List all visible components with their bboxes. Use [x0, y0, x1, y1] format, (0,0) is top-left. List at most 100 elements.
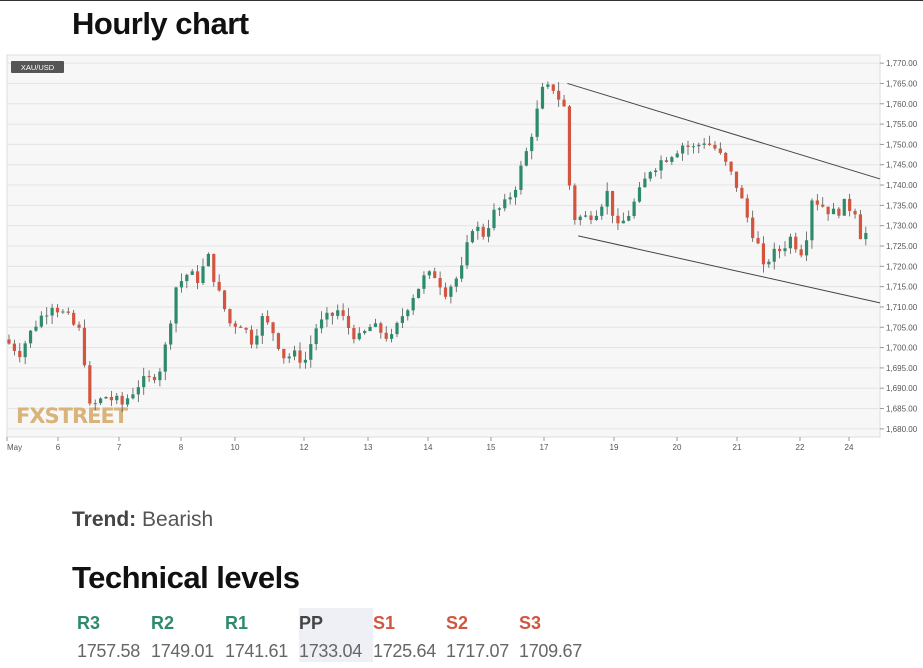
candle-bearish [443, 287, 448, 297]
candle-bullish [39, 315, 43, 327]
candle-bullish [206, 253, 210, 267]
candle-bearish [341, 310, 345, 316]
x-tick-label: 19 [610, 443, 619, 452]
symbol-tag [11, 61, 64, 73]
candle-bullish [508, 197, 512, 200]
candle-bullish [465, 242, 469, 266]
level-name-s3: S3 [519, 612, 542, 633]
candle-bullish [23, 343, 27, 358]
x-tick-label: 17 [540, 443, 549, 452]
technical-levels-table: R3 R2 R1 PP S1 S2 S3 1757.58 1749.01 174… [77, 608, 592, 662]
candle-bearish [88, 365, 92, 404]
candle-bullish [697, 144, 701, 147]
candle-bullish [460, 265, 464, 279]
candle-bearish [330, 312, 334, 316]
candle-bullish [104, 397, 108, 399]
candle-bullish [627, 215, 631, 221]
level-name-r1: R1 [225, 612, 249, 633]
page-title: Hourly chart [72, 6, 249, 41]
candle-bearish [740, 187, 744, 199]
y-tick-label: 1,685.00 [886, 405, 918, 414]
candle-bullish [179, 281, 184, 288]
x-tick-label: 10 [231, 443, 240, 452]
candle-bullish [363, 331, 367, 334]
candle-bearish [481, 226, 485, 237]
candle-bullish [681, 145, 685, 154]
candle-bullish [99, 398, 103, 404]
trend-line: Trend: Bearish [72, 508, 213, 532]
candle-bearish [718, 148, 722, 153]
candle-bullish [115, 395, 119, 401]
level-name-s2: S2 [446, 612, 469, 633]
y-tick-label: 1,765.00 [886, 79, 918, 88]
candle-bearish [858, 214, 863, 240]
candle-bearish [222, 290, 227, 310]
candle-bearish [799, 249, 803, 256]
candle-bearish [244, 327, 248, 330]
candle-bullish [61, 311, 65, 313]
candle-bearish [7, 339, 11, 344]
candle-bullish [309, 344, 313, 360]
candle-bearish [298, 350, 302, 363]
level-name-r2: R2 [151, 612, 175, 633]
candle-bullish [600, 206, 604, 216]
level-name-s1: S1 [373, 612, 396, 633]
candle-bearish [848, 198, 852, 211]
candle-bearish [589, 215, 593, 220]
candle-bullish [810, 200, 814, 241]
y-tick-label: 1,700.00 [886, 344, 918, 353]
candle-bullish [594, 215, 598, 220]
candle-bullish [804, 240, 809, 256]
x-tick-label: 20 [673, 443, 682, 452]
y-tick-label: 1,760.00 [886, 100, 918, 109]
candle-bullish [28, 330, 33, 344]
candle-bearish [826, 206, 830, 215]
y-tick-label: 1,745.00 [886, 161, 918, 170]
candle-bullish [34, 326, 38, 331]
candle-bearish [551, 84, 555, 91]
candle-bearish [664, 160, 669, 162]
candle-bullish [174, 287, 178, 324]
x-tick-label: 24 [845, 443, 854, 452]
y-tick-label: 1,720.00 [886, 262, 918, 271]
candle-bearish [147, 376, 151, 378]
x-tick-label: 7 [117, 443, 122, 452]
candle-bullish [390, 334, 394, 339]
x-tick-label: 13 [364, 443, 373, 452]
candle-bullish [492, 209, 496, 229]
y-tick-label: 1,680.00 [886, 425, 918, 434]
candle-bullish [648, 172, 652, 179]
candle-bullish [702, 143, 706, 145]
candle-bullish [842, 198, 846, 216]
candle-bearish [815, 200, 819, 205]
levels-header-row: R3 R2 R1 PP S1 S2 S3 [77, 608, 592, 638]
y-tick-label: 1,750.00 [886, 140, 918, 149]
candle-bearish [724, 152, 728, 162]
candle-bullish [142, 376, 146, 388]
x-tick-label: 8 [179, 443, 184, 452]
x-tick-label: 15 [487, 443, 496, 452]
candle-bearish [778, 248, 782, 252]
technical-levels-title: Technical levels [72, 560, 300, 595]
candle-bullish [476, 226, 480, 232]
level-value-s2: 1717.07 [446, 641, 509, 661]
x-tick-label: 21 [733, 443, 742, 452]
candle-bullish [336, 310, 340, 316]
candle-bullish [45, 315, 49, 317]
candle-bearish [821, 204, 825, 207]
candle-bullish [293, 350, 297, 357]
y-tick-label: 1,755.00 [886, 120, 918, 129]
candle-bearish [276, 333, 281, 349]
candle-bullish [357, 333, 361, 340]
level-name-pp: PP [299, 608, 373, 638]
candle-bearish [239, 326, 243, 328]
candle-bearish [233, 323, 237, 327]
candle-bullish [416, 288, 421, 299]
candle-bullish [540, 86, 545, 109]
candle-bullish [400, 316, 404, 323]
candle-bullish [513, 189, 518, 198]
candle-bullish [632, 201, 636, 216]
candle-bearish [562, 99, 566, 107]
candle-bearish [228, 309, 232, 324]
y-tick-label: 1,730.00 [886, 222, 918, 231]
